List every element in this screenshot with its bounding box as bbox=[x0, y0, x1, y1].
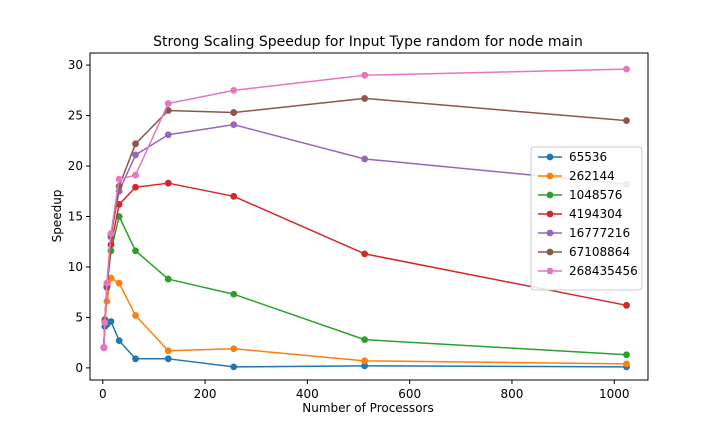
x-tick-label: 400 bbox=[296, 387, 319, 401]
y-tick-label: 5 bbox=[75, 310, 83, 324]
data-point-4194304 bbox=[361, 250, 369, 258]
legend-marker-65536 bbox=[546, 153, 554, 161]
legend-marker-1048576 bbox=[546, 191, 554, 199]
legend-marker-268435456 bbox=[546, 267, 554, 275]
legend: 65536 262144 1048576 4194304 16777216 6710886… bbox=[530, 146, 643, 291]
y-tick-label: 0 bbox=[75, 361, 83, 375]
data-point-16777216 bbox=[132, 151, 139, 159]
data-point-262144 bbox=[115, 279, 123, 287]
data-point-65536 bbox=[107, 318, 115, 325]
data-point-268435456 bbox=[361, 71, 369, 79]
legend-marker-4194304 bbox=[546, 210, 554, 218]
data-point-268435456 bbox=[132, 171, 139, 179]
data-point-16777216 bbox=[361, 155, 369, 163]
data-point-67108864 bbox=[623, 117, 630, 125]
data-point-4194304 bbox=[132, 183, 139, 191]
data-point-4194304 bbox=[230, 192, 238, 200]
y-tick-label: 30 bbox=[68, 58, 83, 72]
data-point-16777216 bbox=[230, 121, 238, 129]
data-point-262144 bbox=[107, 274, 115, 282]
x-tick-label: 200 bbox=[194, 387, 217, 401]
y-tick-label: 20 bbox=[68, 159, 83, 173]
data-point-4194304 bbox=[623, 301, 630, 309]
data-point-65536 bbox=[230, 363, 238, 371]
legend-label: 1048576 bbox=[569, 188, 622, 202]
y-axis-label: Speedup bbox=[50, 190, 64, 243]
legend-label: 268435456 bbox=[569, 264, 638, 278]
data-point-268435456 bbox=[115, 175, 123, 183]
data-point-268435456 bbox=[101, 319, 109, 326]
data-point-67108864 bbox=[132, 140, 139, 148]
x-axis-label: Number of Processors bbox=[302, 401, 433, 415]
legend-label: 262144 bbox=[569, 169, 615, 183]
data-point-268435456 bbox=[623, 65, 630, 73]
y-tick-label: 25 bbox=[68, 109, 83, 123]
x-tick-label: 600 bbox=[398, 387, 421, 401]
data-point-268435456 bbox=[103, 279, 111, 287]
x-tick-label: 0 bbox=[99, 387, 107, 401]
x-tick-label: 800 bbox=[500, 387, 523, 401]
data-point-268435456 bbox=[107, 230, 115, 238]
data-point-262144 bbox=[132, 312, 139, 319]
chart-title: Strong Scaling Speedup for Input Type ra… bbox=[153, 34, 583, 50]
legend-label: 67108864 bbox=[569, 245, 630, 259]
data-point-268435456 bbox=[100, 344, 108, 352]
data-point-65536 bbox=[164, 355, 172, 363]
legend-label: 4194304 bbox=[569, 207, 622, 221]
data-point-262144 bbox=[164, 347, 172, 355]
y-tick-label: 15 bbox=[68, 210, 83, 224]
legend-label: 16777216 bbox=[569, 226, 630, 240]
data-point-67108864 bbox=[361, 95, 369, 102]
data-point-268435456 bbox=[164, 100, 172, 107]
data-point-1048576 bbox=[230, 290, 238, 298]
data-point-1048576 bbox=[132, 247, 139, 255]
data-point-1048576 bbox=[623, 351, 630, 359]
legend-marker-67108864 bbox=[546, 248, 554, 256]
data-point-268435456 bbox=[230, 86, 238, 94]
data-point-67108864 bbox=[230, 109, 238, 116]
legend-marker-16777216 bbox=[546, 229, 554, 237]
data-point-262144 bbox=[623, 360, 630, 368]
data-point-1048576 bbox=[361, 336, 369, 344]
series-line-268435456 bbox=[103, 68, 627, 348]
data-point-4194304 bbox=[164, 179, 172, 187]
legend-box bbox=[530, 146, 643, 291]
data-point-16777216 bbox=[164, 131, 172, 139]
legend-marker-262144 bbox=[546, 172, 554, 180]
y-tick-label: 10 bbox=[68, 260, 83, 274]
data-point-65536 bbox=[132, 355, 139, 363]
legend-label: 65536 bbox=[569, 150, 607, 164]
data-point-262144 bbox=[230, 345, 238, 353]
data-point-262144 bbox=[361, 357, 369, 365]
data-point-65536 bbox=[361, 362, 369, 370]
x-tick-label: 1000 bbox=[599, 387, 630, 401]
data-point-65536 bbox=[115, 337, 123, 345]
data-point-1048576 bbox=[164, 275, 172, 283]
